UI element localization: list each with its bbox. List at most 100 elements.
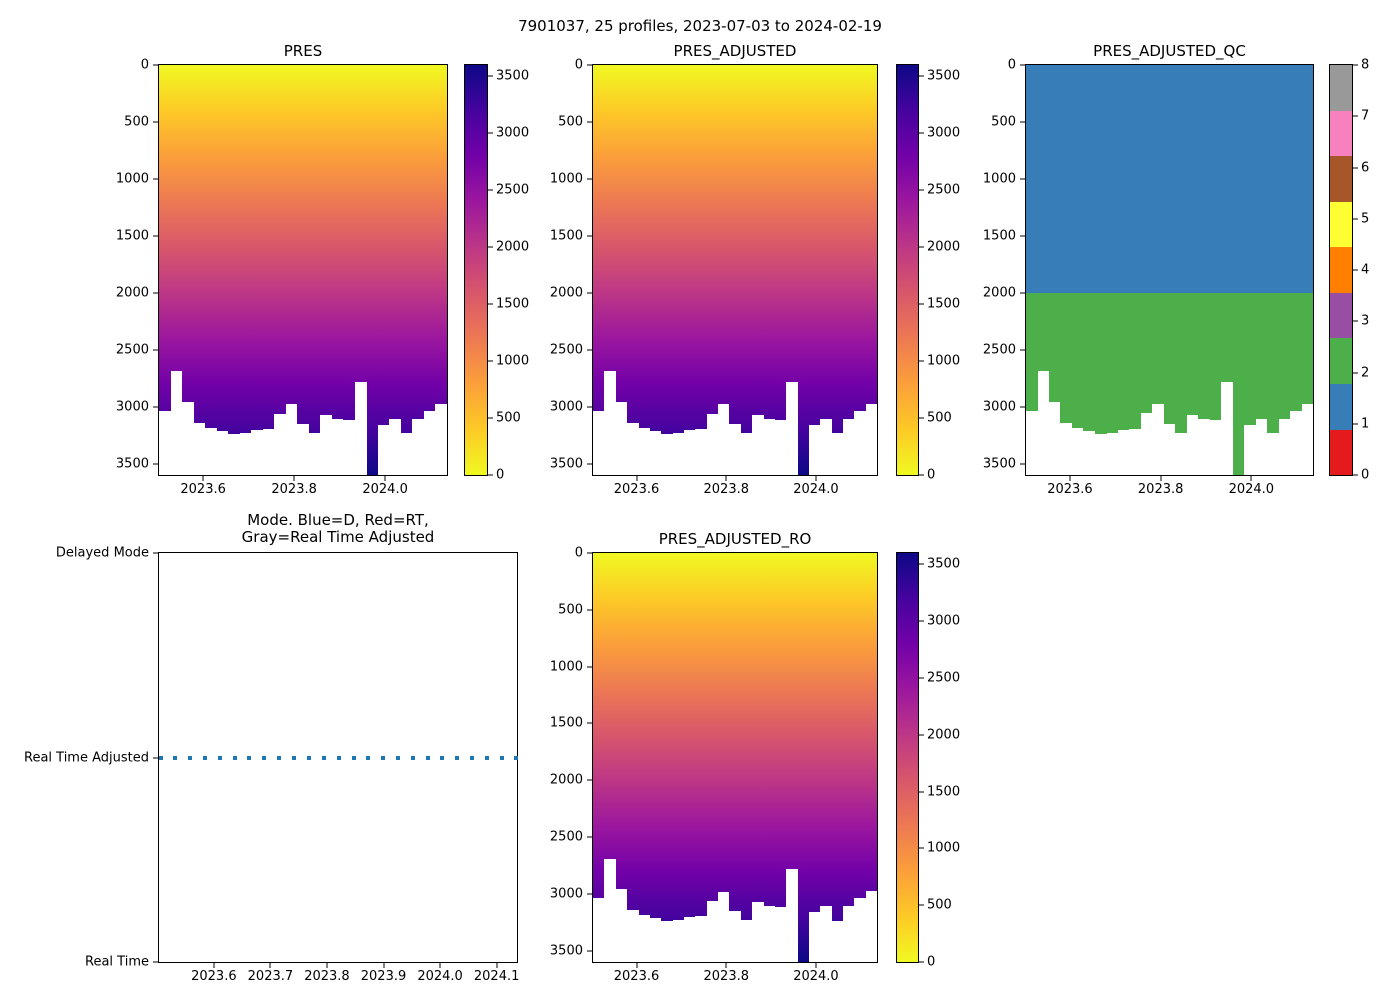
- no-data-mask: [661, 921, 673, 962]
- x-tick-mark: [496, 963, 498, 968]
- y-tick-mark: [587, 121, 592, 123]
- colorbar-tick-label: 1000: [496, 353, 530, 369]
- y-tick-label: 2000: [549, 285, 583, 301]
- pres-plot: PRES 2023.6 2023.8 2024.0 0 500 1000 1500 2000 2…: [116, 42, 448, 497]
- colorbar-tick-label: 2: [1361, 365, 1370, 380]
- y-tick-mark: [587, 779, 592, 781]
- colorbar-tick-mark: [919, 677, 924, 679]
- colorbar-tick-mark: [1353, 423, 1358, 425]
- no-data-mask: [377, 424, 390, 475]
- colorbar-tick-label: 0: [1361, 467, 1370, 483]
- mode-marker: [158, 755, 163, 760]
- x-tick-label: 2023.6: [1047, 482, 1093, 497]
- colorbar-tick-mark: [919, 847, 924, 849]
- no-data-mask: [262, 428, 275, 475]
- mode-marker: [366, 755, 371, 760]
- colorbar-tick-mark: [1353, 320, 1358, 322]
- colorbar-tick-mark: [1353, 115, 1358, 117]
- colorbar-tick-mark: [1353, 218, 1358, 220]
- no-data-mask: [808, 912, 821, 962]
- y-tick-label: 0: [1007, 57, 1016, 73]
- pres-adjusted-ro-plot-title: PRES_ADJUSTED_RO: [658, 530, 812, 548]
- colorbar-tick-label: 1500: [927, 296, 961, 312]
- y-tick-label: 3500: [549, 456, 583, 472]
- no-data-mask: [717, 891, 730, 962]
- colorbar-tick-label: 1500: [927, 784, 961, 800]
- no-data-mask: [786, 868, 798, 962]
- no-data-mask: [854, 411, 866, 475]
- x-tick-mark: [725, 963, 727, 968]
- colorbar-tick-mark: [1353, 269, 1358, 271]
- no-data-mask: [842, 906, 855, 962]
- no-data-mask: [412, 419, 425, 475]
- qc-color-segment: [1330, 429, 1352, 476]
- y-tick-label: Real Time Adjusted: [24, 750, 149, 765]
- y-tick-mark: [1020, 121, 1025, 123]
- no-data-mask: [297, 424, 309, 475]
- no-data-mask: [604, 371, 616, 475]
- colorbar-tick-mark: [919, 791, 924, 793]
- y-tick-mark: [153, 552, 158, 554]
- mode-marker: [262, 755, 267, 760]
- no-data-mask: [752, 414, 764, 475]
- colorbar-tick-mark: [488, 132, 493, 134]
- qc-colorbar-segments: [1330, 65, 1352, 476]
- mode-marker: [351, 755, 356, 760]
- y-tick-label: 3500: [115, 456, 149, 472]
- no-data-mask: [239, 432, 252, 475]
- x-tick-mark: [384, 476, 386, 481]
- mode-marker: [277, 755, 282, 760]
- y-tick-label: 3000: [549, 886, 583, 902]
- qc-flag-2-region: [1198, 292, 1210, 420]
- qc-flag-2-region: [1232, 292, 1245, 475]
- qc-flag-2-region: [1140, 292, 1153, 414]
- no-data-mask: [615, 889, 628, 962]
- no-data-mask: [774, 419, 787, 475]
- y-tick-label: 2000: [549, 772, 583, 788]
- colorbar-tick-mark: [919, 360, 924, 362]
- x-tick-label: 2023.6: [180, 482, 226, 497]
- no-data-mask: [193, 422, 206, 475]
- y-tick-label: 1500: [549, 228, 583, 244]
- no-data-mask: [820, 905, 832, 962]
- qc-color-segment: [1330, 292, 1352, 339]
- qc-flag-2-region: [1163, 292, 1176, 425]
- colorbar-tick-label: 2000: [927, 239, 961, 255]
- mode-marker: [232, 755, 237, 760]
- y-tick-label: 2500: [549, 342, 583, 358]
- y-tick-label: 2000: [115, 285, 149, 301]
- colorbar-tick-label: 3000: [927, 613, 961, 629]
- qc-flag-2-region: [1117, 292, 1130, 430]
- qc-flag-2-region: [1106, 292, 1118, 433]
- y-tick-mark: [153, 178, 158, 180]
- x-tick-mark: [326, 963, 328, 968]
- colorbar-tick-label: 2500: [927, 670, 961, 686]
- colorbar-tick-mark: [488, 360, 493, 362]
- mode-marker: [306, 755, 311, 760]
- x-tick-mark: [1160, 476, 1162, 481]
- y-tick-mark: [587, 836, 592, 838]
- no-data-mask: [308, 432, 321, 475]
- colorbar-tick-mark: [919, 303, 924, 305]
- pres-adjusted-colorbar: 0 500 1000 1500 2000 2500 3000 3500: [896, 64, 960, 483]
- colorbar-tick-mark: [1353, 474, 1358, 476]
- qc-color-segment: [1330, 338, 1352, 384]
- y-tick-label: 1000: [982, 171, 1016, 187]
- y-tick-mark: [587, 463, 592, 465]
- pres-adjusted-qc-plot: PRES_ADJUSTED_QC 2023.6 2023.8 2024.0 0 500 1…: [983, 42, 1314, 497]
- colorbar-tick-mark: [919, 189, 924, 191]
- y-tick-mark: [153, 292, 158, 294]
- no-data-mask: [808, 424, 821, 475]
- x-tick-label: 2024.0: [1228, 482, 1275, 497]
- colorbar-tick-label: 0: [496, 467, 505, 483]
- colorbar-tick-mark: [488, 417, 493, 419]
- pres-adjusted-ro-plot: PRES_ADJUSTED_RO 2023.6 2023.8 2024.0 0 500 1…: [550, 530, 878, 984]
- x-tick-mark: [439, 963, 441, 968]
- no-data-mask: [389, 418, 402, 475]
- y-tick-label: 0: [574, 545, 583, 561]
- qc-flag-2-region: [1290, 292, 1302, 412]
- x-tick-label: 2023.9: [360, 969, 407, 984]
- no-data-mask: [706, 413, 719, 475]
- y-tick-mark: [587, 950, 592, 952]
- pres-adjusted-plot: PRES_ADJUSTED 2023.6 2023.8 2024.0 0 500 1000…: [550, 42, 878, 497]
